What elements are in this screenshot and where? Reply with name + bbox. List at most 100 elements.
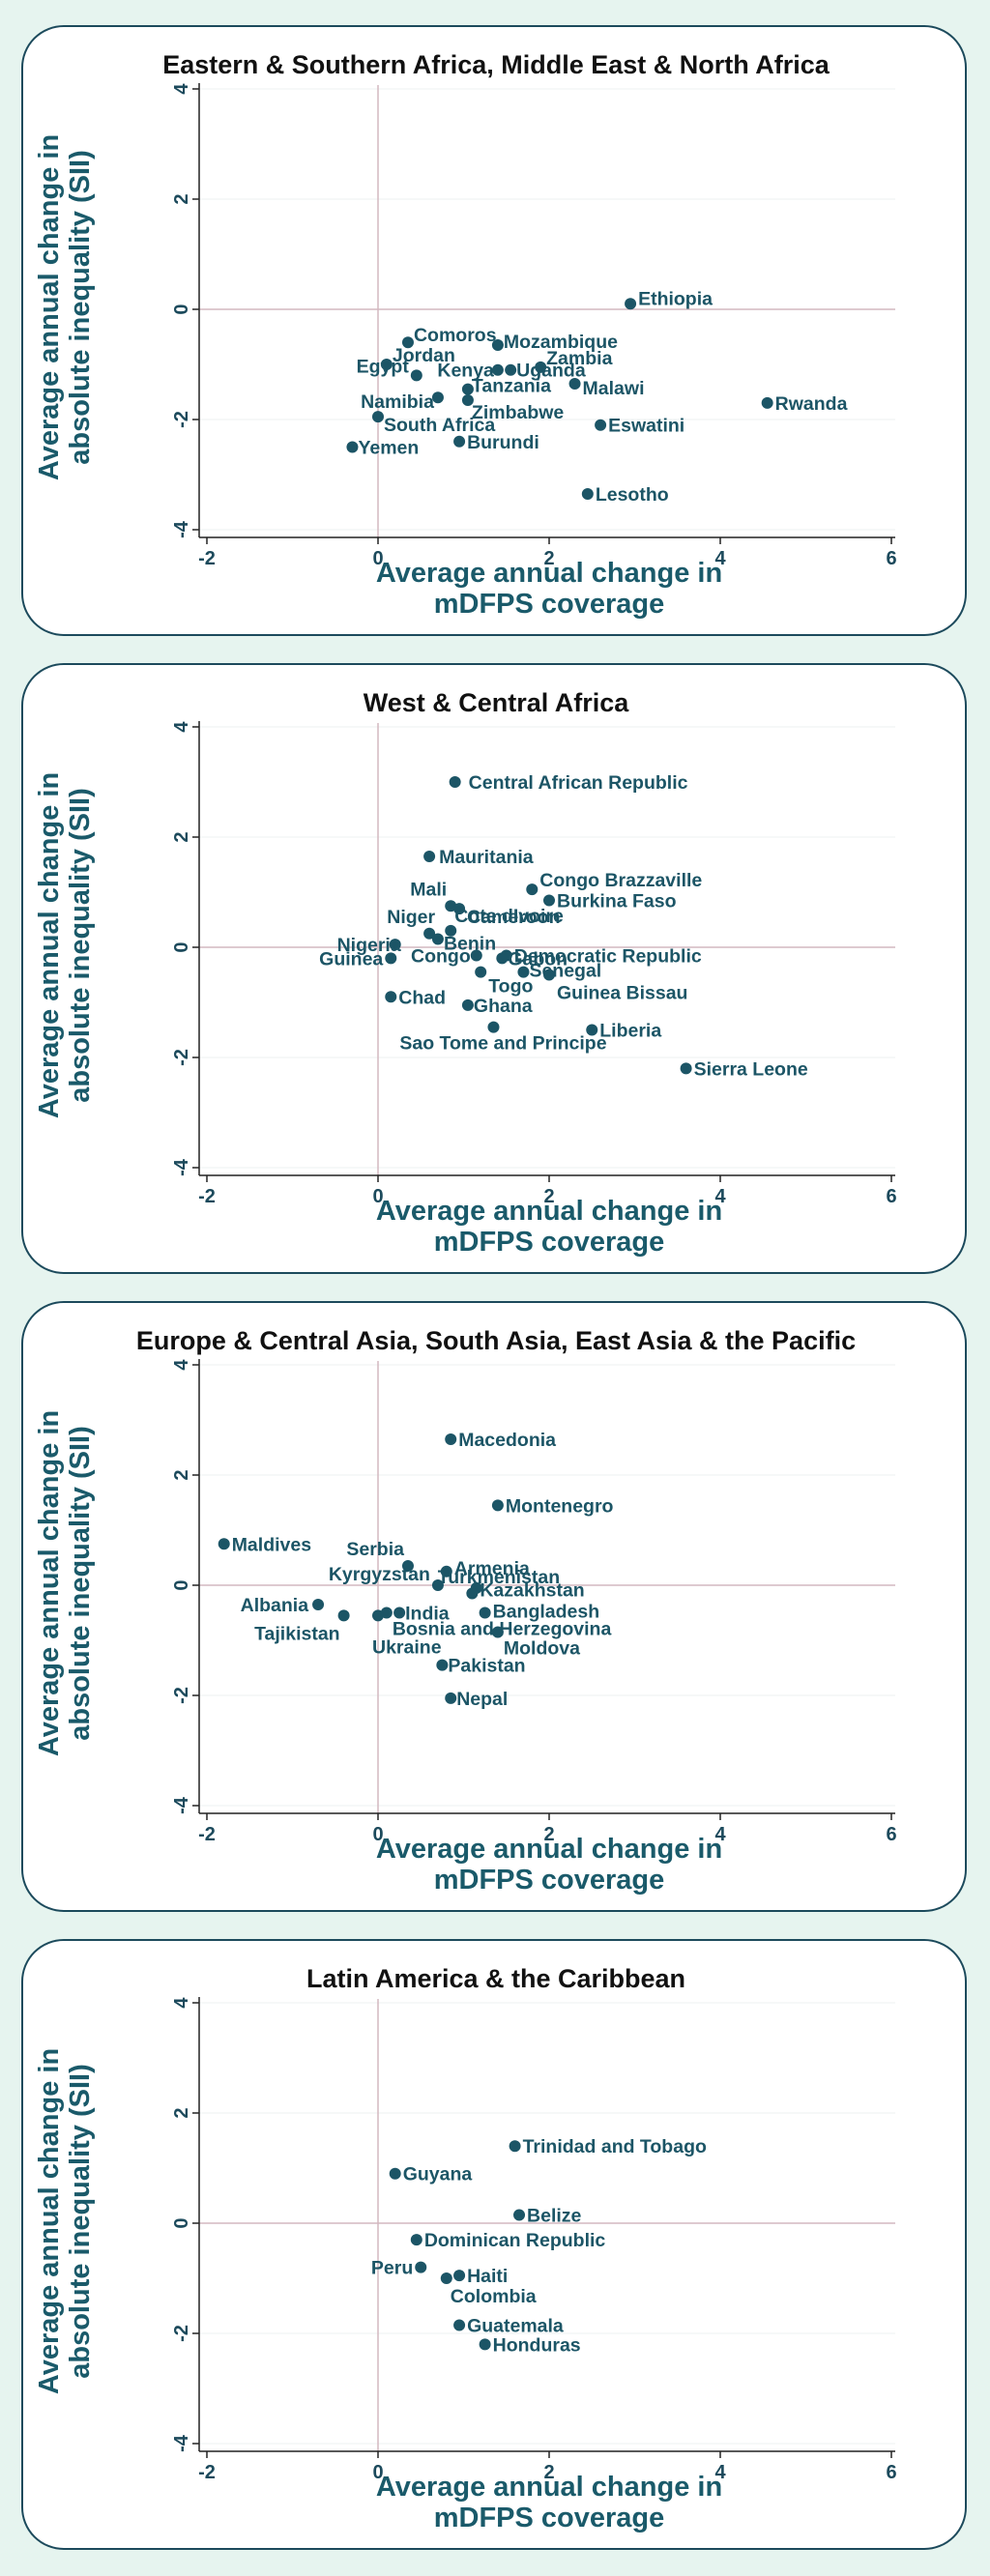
point-honduras — [479, 2338, 491, 2351]
point-guatemala — [453, 2319, 466, 2331]
point-lesotho — [581, 487, 594, 500]
point-sierra-leone — [680, 1062, 692, 1075]
x-tick-label: 2 — [543, 2462, 554, 2483]
point-moldova — [491, 1626, 504, 1638]
y-tick-label: -4 — [171, 1796, 192, 1814]
point-albania — [312, 1598, 325, 1610]
point-label-india: India — [405, 1604, 450, 1625]
y-tick-label: 0 — [171, 1579, 192, 1590]
scatter-plot-3: Europe & Central Asia, South Asia, East … — [34, 1326, 897, 1896]
point-trinidad-and-tobago — [509, 2140, 521, 2153]
point-yemen — [346, 441, 359, 453]
point-label-pakistan: Pakistan — [448, 1656, 525, 1677]
x-tick-label: 4 — [714, 1186, 726, 1207]
y-axis-title: Average annual change in — [34, 2048, 65, 2394]
y-tick-label: 4 — [171, 83, 192, 95]
point-label-congo-brazzaville: Congo Brazzaville — [539, 870, 702, 891]
point-ukraine — [372, 1609, 384, 1622]
point-label-egypt: Egypt — [357, 356, 410, 377]
point-label-malawi: Malawi — [583, 378, 645, 399]
x-axis-title: mDFPS coverage — [434, 1227, 665, 1258]
point-label-guinea: Guinea — [319, 948, 383, 970]
chart-title: West & Central Africa — [364, 688, 630, 717]
point-bangladesh — [479, 1606, 491, 1619]
scatter-plot-1: Eastern & Southern Africa, Middle East &… — [34, 50, 897, 620]
point-guinea — [385, 952, 397, 965]
x-tick-label: 0 — [372, 1824, 383, 1845]
point-label-honduras: Honduras — [493, 2334, 581, 2356]
x-tick-label: -2 — [198, 548, 216, 569]
chart-panel-4: Latin America & the Caribbean -4 -2 0 2 4 -2 0 2… — [21, 1939, 967, 2550]
point-ethiopia — [625, 298, 637, 310]
chart-title: Europe & Central Asia, South Asia, East … — [136, 1326, 856, 1355]
point-label-cameroon: Cameroon — [467, 907, 560, 928]
point-belize — [513, 2209, 526, 2221]
point-tanzania — [461, 383, 474, 395]
x-tick-label: 0 — [372, 2462, 383, 2483]
x-axis-title: mDFPS coverage — [434, 2503, 665, 2533]
scatter-plot-4: Latin America & the Caribbean -4 -2 0 2 4 -2 0 2… — [34, 1964, 897, 2533]
chart-panel-3: Europe & Central Asia, South Asia, East … — [21, 1301, 967, 1912]
x-axis-title: Average annual change in — [376, 2472, 722, 2503]
point-label-guatemala: Guatemala — [467, 2315, 564, 2336]
y-axis-title: Average annual change in — [34, 134, 65, 480]
x-axis-title: mDFPS coverage — [434, 589, 665, 620]
x-axis-title: Average annual change in — [376, 558, 722, 589]
point-label-nepal: Nepal — [456, 1689, 508, 1710]
y-axis-title: absolute inequality (SII) — [65, 788, 96, 1103]
y-tick-label: -4 — [171, 2434, 192, 2452]
x-tick-label: 2 — [543, 1186, 554, 1207]
y-tick-label: -4 — [171, 1158, 192, 1176]
point-label-belize: Belize — [527, 2205, 582, 2226]
point-egypt — [410, 369, 422, 382]
point-label-burundi: Burundi — [467, 432, 539, 453]
point-label-bangladesh: Bangladesh — [493, 1602, 600, 1623]
point-label-moldova: Moldova — [504, 1637, 580, 1659]
point-label-comoros: Comoros — [414, 325, 497, 346]
y-tick-label: -2 — [171, 1687, 192, 1704]
y-tick-label: 0 — [171, 2217, 192, 2228]
y-tick-label: 2 — [171, 1469, 192, 1480]
point-kyrgyzstan — [431, 1579, 444, 1591]
point-uganda — [505, 363, 517, 376]
point-maldives — [218, 1538, 230, 1550]
y-tick-label: -2 — [171, 411, 192, 428]
point-armenia — [440, 1565, 452, 1577]
y-tick-label: 4 — [171, 1359, 192, 1371]
point-label-tajikistan: Tajikistan — [254, 1623, 340, 1644]
point-label-niger: Niger — [387, 907, 435, 928]
point-label-albania: Albania — [241, 1595, 309, 1616]
point-label-nigeria: Nigeria — [337, 935, 401, 956]
point-label-senegal: Senegal — [529, 961, 601, 982]
point-label-cote-divoire: Cote dIvoire — [454, 906, 564, 927]
point-senegal — [517, 966, 530, 978]
point-label-eswatini: Eswatini — [608, 416, 684, 437]
point-label-serbia: Serbia — [346, 1539, 404, 1560]
point-sao-tome-and-principe — [487, 1021, 500, 1033]
point-label-turkmenistan: Turkmenistan — [438, 1567, 560, 1588]
y-tick-label: 2 — [171, 193, 192, 204]
point-malawi — [568, 377, 581, 390]
point-kazakhstan — [466, 1587, 479, 1600]
point-guyana — [389, 2167, 401, 2180]
x-tick-label: -2 — [198, 1824, 216, 1845]
point-label-zimbabwe: Zimbabwe — [472, 402, 565, 423]
point-label-kenya: Kenya — [437, 361, 494, 382]
x-tick-label: 0 — [372, 548, 383, 569]
point-label-kyrgyzstan: Kyrgyzstan — [329, 1564, 430, 1585]
point-south-africa — [372, 411, 384, 423]
point-eswatini — [595, 419, 607, 431]
y-axis-title: Average annual change in — [34, 772, 65, 1118]
point-label-sao-tome-and-principe: Sao Tome and Principe — [399, 1033, 606, 1055]
point-label-mauritania: Mauritania — [439, 847, 534, 868]
point-zambia — [535, 361, 547, 373]
point-tajikistan — [337, 1609, 350, 1622]
point-macedonia — [445, 1433, 457, 1445]
point-label-guyana: Guyana — [403, 2164, 473, 2185]
x-tick-label: 6 — [886, 2462, 896, 2483]
y-tick-label: 4 — [171, 721, 192, 733]
point-congo-brazzaville — [526, 883, 539, 896]
point-congo — [470, 949, 482, 962]
chart-panel-2: West & Central Africa -4 -2 0 2 4 -2 0 2 4 6 Averag… — [21, 663, 967, 1274]
point-label-togo: Togo — [488, 976, 533, 998]
